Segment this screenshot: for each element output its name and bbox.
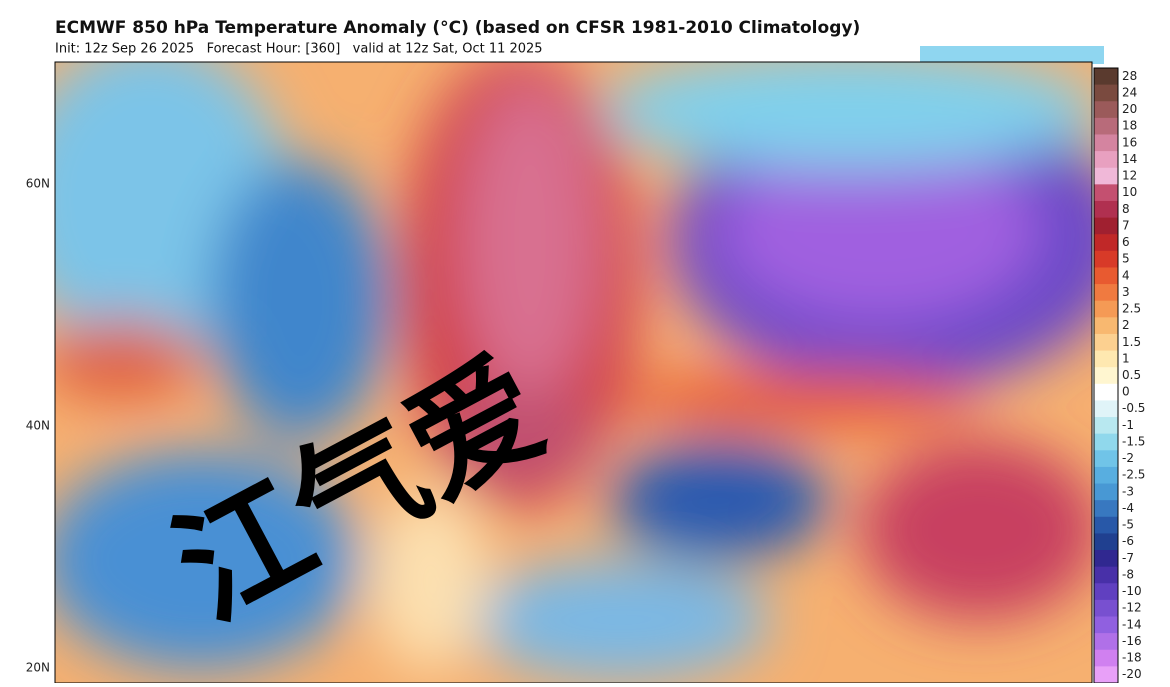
colorbar-label: 8: [1122, 202, 1130, 216]
colorbar-cell: [1094, 450, 1118, 468]
colorbar-cell: [1094, 317, 1118, 335]
colorbar-label: 28: [1122, 69, 1137, 83]
latitude-label: 40N: [26, 419, 50, 433]
colorbar-cell: [1094, 84, 1118, 102]
subtitle: Init: 12z Sep 26 2025 Forecast Hour: [36…: [55, 42, 543, 57]
colorbar-label: 16: [1122, 135, 1137, 149]
colorbar-label: 4: [1122, 268, 1130, 282]
colorbar-label: -8: [1122, 567, 1134, 581]
colorbar: 28 24 20 18 16 14 12 10 8 7 6 5 4 3 2.5 2 1.5 1 0.5 0 -0.5 -1…: [1093, 67, 1145, 684]
colorbar-label: -14: [1122, 617, 1142, 631]
colorbar-label: 0.5: [1122, 368, 1141, 382]
colorbar-cell: [1094, 666, 1118, 684]
header-strip: [920, 46, 1104, 64]
colorbar-cell: [1094, 433, 1118, 451]
colorbar-label: 1: [1122, 351, 1130, 365]
colorbar-cell: [1094, 200, 1118, 219]
colorbar-cell: [1094, 217, 1118, 235]
colorbar-label: 20: [1122, 102, 1137, 116]
colorbar-label: 2: [1122, 318, 1130, 332]
colorbar-label: -1: [1122, 418, 1134, 432]
map: [55, 62, 1092, 683]
colorbar-cell: [1094, 417, 1118, 435]
colorbar-label: 1.5: [1122, 335, 1141, 349]
colorbar-label: 12: [1122, 169, 1137, 183]
colorbar-label: -16: [1122, 634, 1142, 648]
colorbar-label: -12: [1122, 601, 1142, 615]
colorbar-cell: [1094, 350, 1118, 368]
colorbar-label: 24: [1122, 85, 1137, 99]
colorbar-cell: [1094, 599, 1118, 618]
colorbar-cell: [1094, 533, 1118, 551]
colorbar-cell: [1094, 516, 1118, 534]
colorbar-label: -20: [1122, 667, 1142, 681]
colorbar-cell: [1094, 300, 1118, 318]
colorbar-cell: [1094, 383, 1118, 401]
colorbar-cell: [1094, 583, 1118, 601]
colorbar-label: 2.5: [1122, 302, 1141, 316]
colorbar-cell: [1094, 184, 1118, 202]
colorbar-cell: [1094, 616, 1118, 634]
colorbar-label: -18: [1122, 651, 1142, 665]
colorbar-label: -6: [1122, 534, 1134, 548]
latitude-label: 60N: [26, 177, 50, 191]
colorbar-label: 10: [1122, 185, 1137, 199]
colorbar-label: -10: [1122, 584, 1142, 598]
colorbar-label: 0: [1122, 385, 1130, 399]
colorbar-cell: [1094, 151, 1118, 169]
colorbar-cell: [1094, 167, 1118, 185]
colorbar-cell: [1094, 400, 1118, 418]
colorbar-label: 6: [1122, 235, 1130, 249]
colorbar-label: -2.5: [1122, 468, 1145, 482]
colorbar-label: 7: [1122, 218, 1130, 232]
colorbar-label: 18: [1122, 119, 1137, 133]
colorbar-label: 14: [1122, 152, 1137, 166]
colorbar-cell: [1094, 566, 1118, 584]
colorbar-cell: [1094, 500, 1118, 518]
colorbar-label: -0.5: [1122, 401, 1145, 415]
colorbar-label: -7: [1122, 551, 1134, 565]
latitude-label: 20N: [26, 661, 50, 675]
colorbar-label: 5: [1122, 252, 1130, 266]
colorbar-cell: [1094, 367, 1118, 385]
colorbar-cell: [1094, 466, 1118, 485]
colorbar-label: -3: [1122, 484, 1134, 498]
colorbar-cell: [1094, 234, 1118, 252]
colorbar-cell: [1094, 68, 1118, 86]
colorbar-cell: [1094, 633, 1118, 651]
colorbar-label: -1.5: [1122, 434, 1145, 448]
colorbar-cell: [1094, 250, 1118, 268]
colorbar-cell: [1094, 101, 1118, 119]
colorbar-cell: [1094, 483, 1118, 501]
colorbar-cell: [1094, 267, 1118, 285]
latitude-labels: 60N 40N 20N: [26, 177, 50, 675]
colorbar-cell: [1094, 134, 1118, 152]
colorbar-cell: [1094, 333, 1118, 352]
colorbar-label: -5: [1122, 518, 1134, 532]
colorbar-cell: [1094, 117, 1118, 135]
colorbar-label: -4: [1122, 501, 1134, 515]
colorbar-label: 3: [1122, 285, 1130, 299]
colorbar-label: -2: [1122, 451, 1134, 465]
colorbar-cell: [1094, 284, 1118, 302]
colorbar-cell: [1094, 649, 1118, 667]
title: ECMWF 850 hPa Temperature Anomaly (°C) (…: [55, 18, 860, 38]
colorbar-cell: [1094, 550, 1118, 568]
